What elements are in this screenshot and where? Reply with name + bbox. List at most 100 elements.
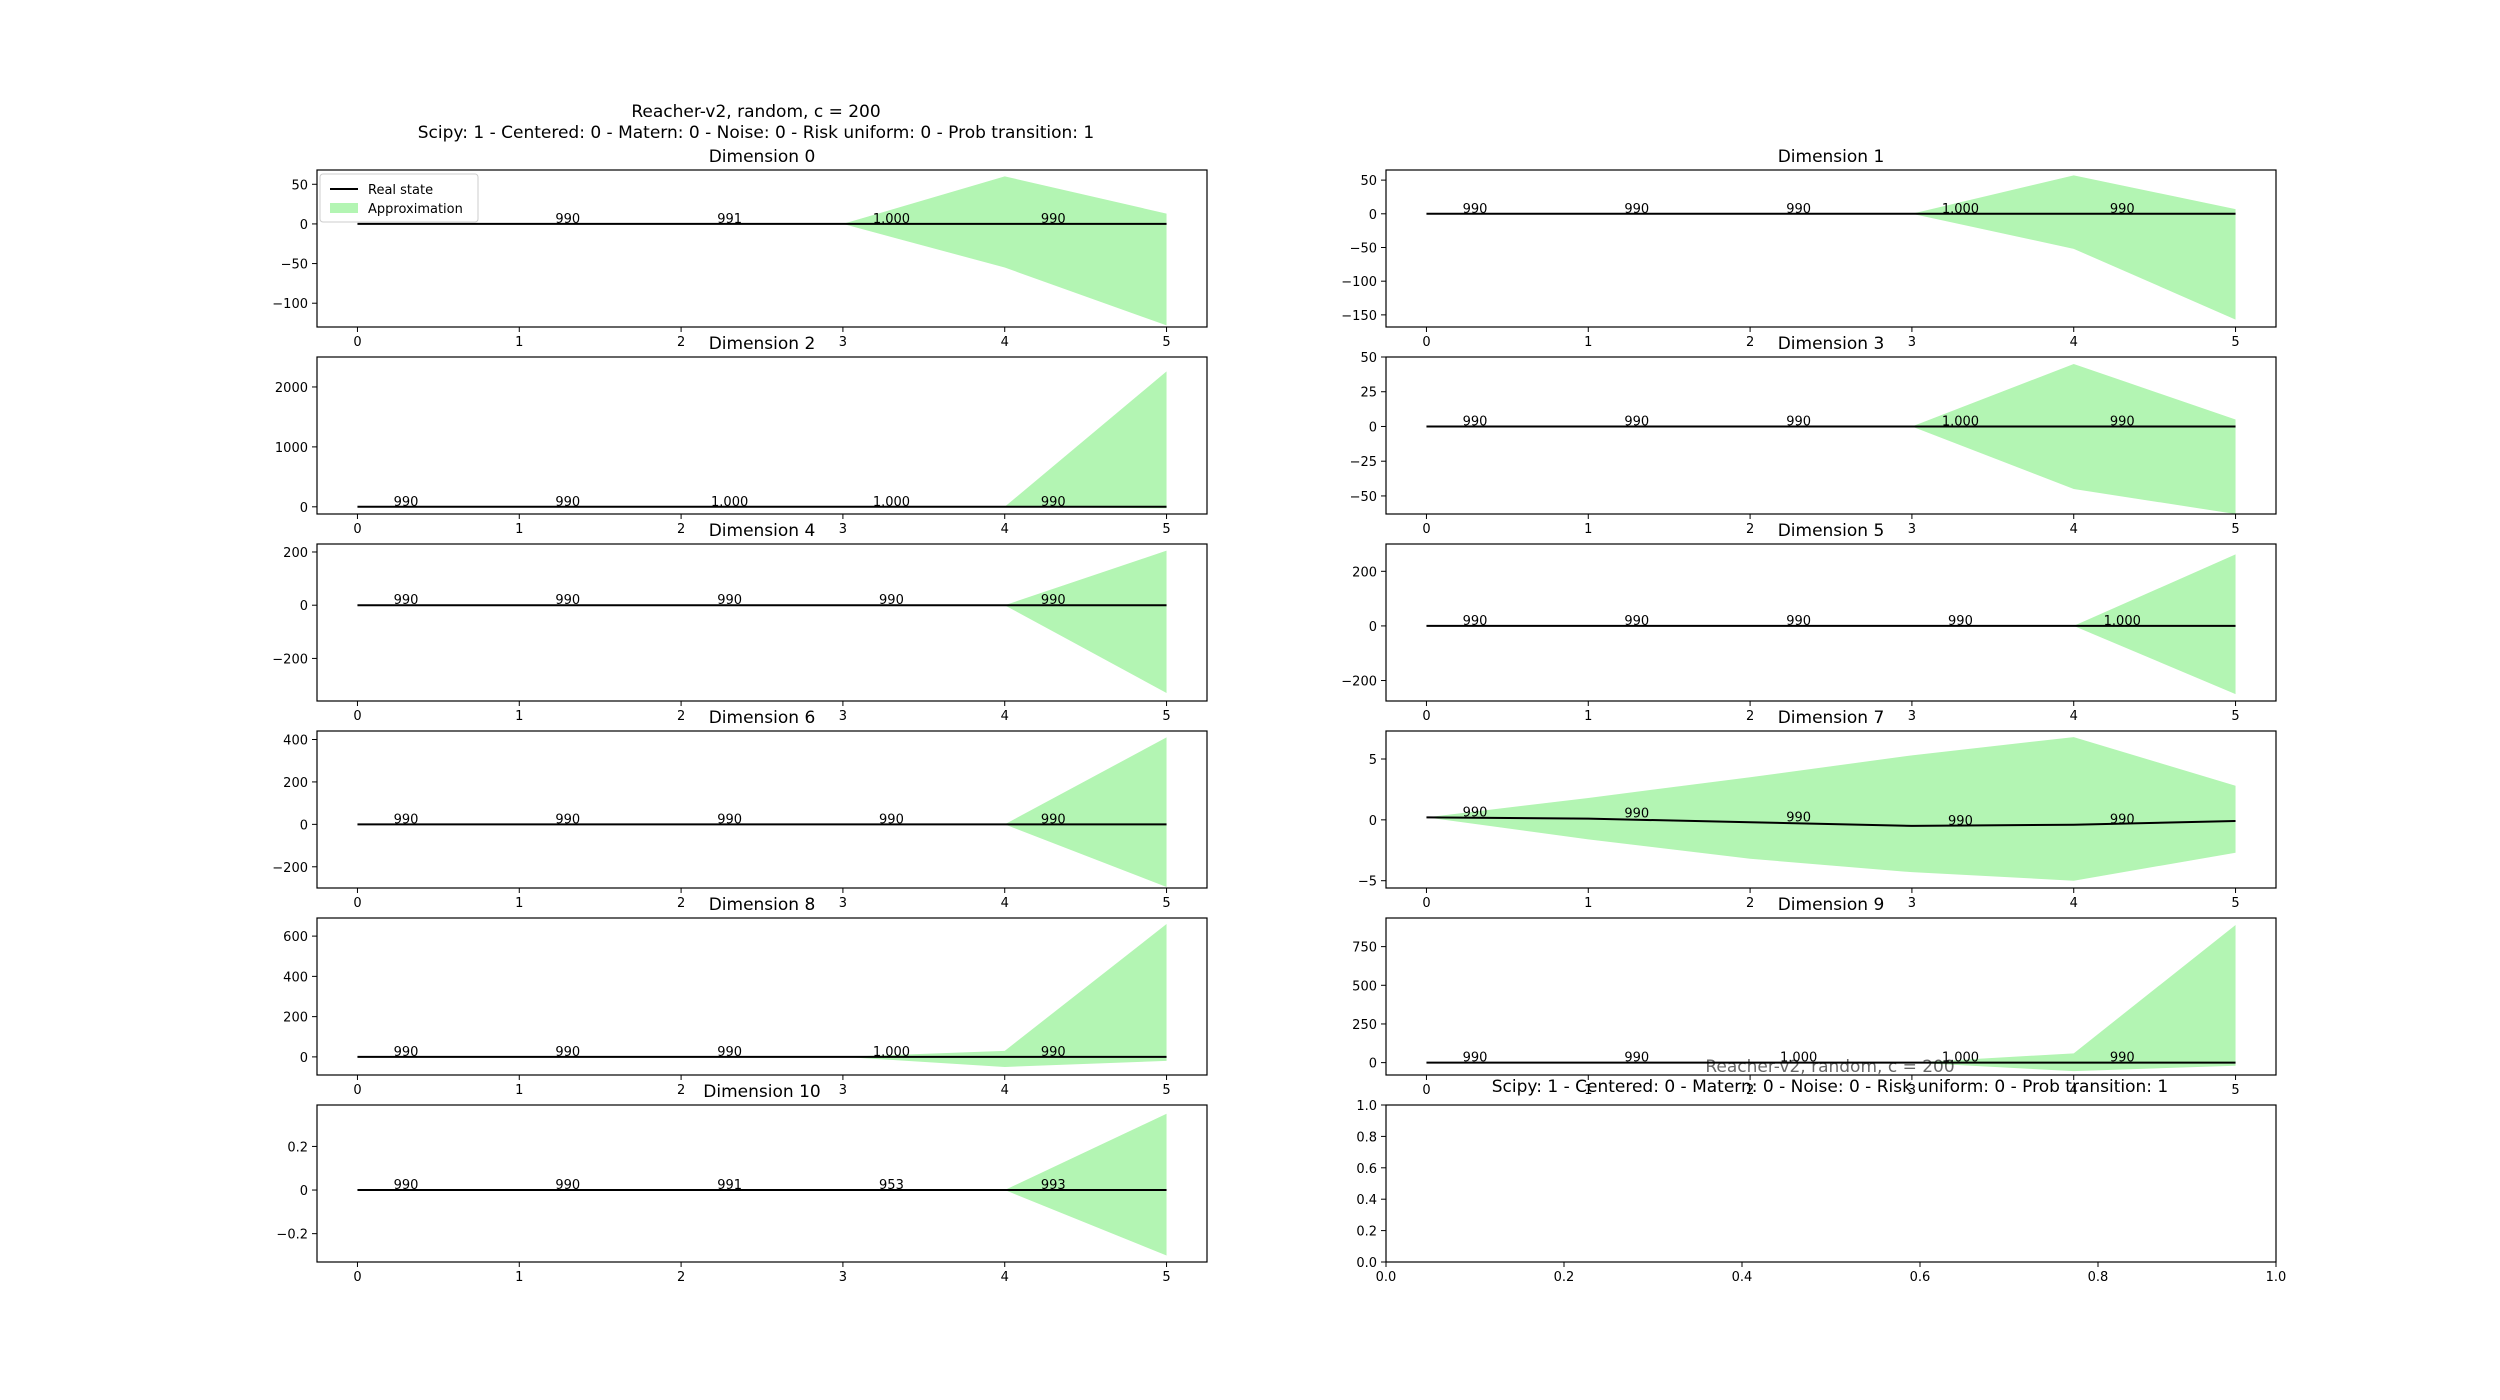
y-tick-label: 50 <box>1360 174 1377 189</box>
x-tick-label: 0 <box>1422 709 1430 724</box>
subplot-4: 990 990 990 990 990 0 1 2 3 4 5 200 0 −200 Dimension 4 <box>272 521 1208 724</box>
annotation-label: 990 <box>555 1178 580 1193</box>
x-tick-label: 0.8 <box>2088 1270 2109 1285</box>
legend-real-state-label: Real state <box>368 183 433 198</box>
y-tick-label: 200 <box>283 1011 308 1026</box>
subplot-title: Dimension 1 <box>1778 147 1885 167</box>
subplot-title: Dimension 8 <box>709 895 816 915</box>
y-tick-label: 0.6 <box>1356 1162 1377 1177</box>
x-tick-label: 0 <box>353 1083 361 1098</box>
axes-frame <box>316 730 1208 889</box>
axes-frame <box>1385 543 2277 702</box>
annotation-label: 1.000 <box>2104 614 2141 629</box>
annotation-label: 1.000 <box>873 495 910 510</box>
x-tick-label: 4 <box>1001 335 1009 350</box>
annotation-label: 990 <box>555 495 580 510</box>
subplot-8: 990 990 990 1.000 990 0 1 2 3 4 5 600 400 200 0 Dimensi… <box>283 895 1208 1098</box>
y-tick-label: 400 <box>283 970 308 985</box>
x-tick-label: 0.4 <box>1732 1270 1753 1285</box>
approximation-band <box>357 371 1167 509</box>
x-tick-label: 0 <box>353 1270 361 1285</box>
axes-frame <box>316 543 1208 702</box>
annotation-label: 990 <box>1786 202 1811 217</box>
y-tick-label: 0.2 <box>287 1140 308 1155</box>
x-tick-label: 0 <box>353 709 361 724</box>
x-tick-label: 3 <box>839 522 847 537</box>
annotation-label: 990 <box>394 593 419 608</box>
subplot-title: Dimension 3 <box>1778 334 1885 354</box>
y-tick-label: −100 <box>272 297 308 312</box>
x-tick-label: 2 <box>1746 335 1754 350</box>
subplot-title: Dimension 5 <box>1778 521 1885 541</box>
annotation-label: 990 <box>1463 805 1488 820</box>
subplot-title: Dimension 2 <box>709 334 816 354</box>
annotation-label: 993 <box>1041 1178 1066 1193</box>
subplot-7: 990 990 990 990 990 0 1 2 3 4 5 5 0 −5 Dimension 7 <box>1358 708 2277 911</box>
y-tick-label: 200 <box>283 546 308 561</box>
y-tick-label: 0 <box>300 1184 308 1199</box>
x-tick-label: 4 <box>1001 709 1009 724</box>
y-tick-label: 0 <box>300 218 308 233</box>
y-tick-label: 50 <box>1360 351 1377 366</box>
x-tick-label: 2 <box>1746 1083 1754 1098</box>
axes-frame <box>1385 1104 2277 1263</box>
annotation-label: 990 <box>2110 414 2135 429</box>
annotation-label: 990 <box>1624 414 1649 429</box>
approximation-band <box>1426 175 2236 320</box>
x-tick-label: 1 <box>515 709 523 724</box>
y-tick-label: 50 <box>291 178 308 193</box>
x-tick-label: 5 <box>2231 335 2239 350</box>
subplot-title: Dimension 6 <box>709 708 816 728</box>
x-tick-label: 1 <box>515 522 523 537</box>
annotation-label: 990 <box>2110 202 2135 217</box>
x-tick-label: 5 <box>2231 709 2239 724</box>
annotation-label: 990 <box>1786 414 1811 429</box>
annotation-label: 990 <box>1948 614 1973 629</box>
x-tick-label: 3 <box>839 1270 847 1285</box>
x-tick-label: 0 <box>353 522 361 537</box>
annotation-label: 990 <box>879 593 904 608</box>
legend: Real state Approximation <box>319 173 479 223</box>
x-tick-label: 4 <box>1001 1270 1009 1285</box>
x-tick-label: 5 <box>1162 522 1170 537</box>
legend-approximation-swatch <box>330 203 358 213</box>
x-tick-label: 1 <box>515 896 523 911</box>
x-tick-label: 1 <box>1584 335 1592 350</box>
x-tick-label: 0 <box>1422 896 1430 911</box>
annotation-label: 991 <box>717 212 742 227</box>
annotation-label: 990 <box>717 593 742 608</box>
annotation-label: 990 <box>717 1045 742 1060</box>
annotation-label: 991 <box>717 1178 742 1193</box>
x-tick-label: 4 <box>1001 522 1009 537</box>
x-tick-label: 4 <box>2070 896 2078 911</box>
x-tick-label: 3 <box>1908 709 1916 724</box>
y-tick-label: 0 <box>300 1051 308 1066</box>
y-tick-label: −100 <box>1341 275 1377 290</box>
subplot-6: 990 990 990 990 990 0 1 2 3 4 5 400 200 0 −200 Dimensio… <box>272 708 1208 911</box>
x-tick-label: 5 <box>1162 896 1170 911</box>
axes-frame <box>1385 917 2277 1076</box>
x-tick-label: 0 <box>353 335 361 350</box>
x-tick-label: 1 <box>1584 709 1592 724</box>
annotation-label: 1.000 <box>873 1045 910 1060</box>
axes-frame <box>316 917 1208 1076</box>
annotation-label: 990 <box>1463 614 1488 629</box>
y-tick-label: 0 <box>1369 208 1377 223</box>
annotation-label: 990 <box>879 812 904 827</box>
x-tick-label: 4 <box>2070 709 2078 724</box>
x-tick-label: 0.0 <box>1376 1270 1397 1285</box>
annotation-label: 990 <box>555 212 580 227</box>
x-tick-label: 4 <box>1001 896 1009 911</box>
y-tick-label: −50 <box>1350 241 1377 256</box>
y-tick-label: −200 <box>272 652 308 667</box>
x-tick-label: 0 <box>1422 522 1430 537</box>
y-tick-label: 0 <box>1369 814 1377 829</box>
y-tick-label: 0 <box>300 501 308 516</box>
y-tick-label: 250 <box>1352 1018 1377 1033</box>
real-state-line <box>1426 816 2236 827</box>
axes-frame <box>1385 356 2277 515</box>
x-tick-label: 2 <box>677 522 685 537</box>
subplot-1: 990 990 990 1.000 990 0 1 2 3 4 5 50 0 −50 −100 −150 Dim… <box>1341 147 2277 350</box>
annotation-label: 990 <box>1463 202 1488 217</box>
